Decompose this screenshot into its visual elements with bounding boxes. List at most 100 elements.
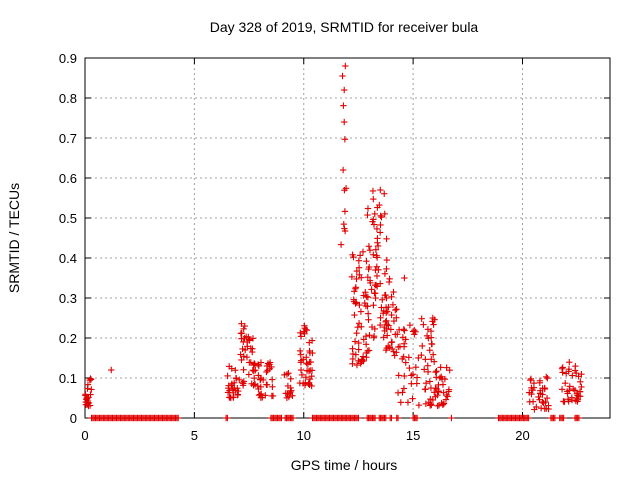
data-point	[365, 265, 372, 273]
data-point	[427, 327, 435, 335]
data-point	[362, 289, 369, 296]
data-point	[284, 390, 291, 397]
data-point	[413, 414, 421, 422]
data-point	[362, 341, 370, 348]
data-point	[355, 414, 362, 422]
data-point	[386, 275, 393, 283]
data-point	[535, 393, 542, 401]
data-point	[400, 385, 408, 392]
data-point	[422, 386, 429, 393]
data-point	[370, 302, 377, 309]
data-point	[543, 373, 550, 381]
data-point	[389, 301, 397, 308]
x-tick-label: 15	[406, 428, 420, 443]
data-point	[358, 274, 365, 281]
data-point	[285, 369, 292, 377]
data-point	[575, 414, 583, 422]
data-point	[388, 293, 395, 301]
data-point	[368, 286, 375, 293]
data-point	[296, 347, 304, 355]
data-point	[578, 370, 585, 378]
data-point	[352, 351, 360, 358]
data-point	[289, 392, 296, 399]
plot-frame	[84, 57, 611, 419]
y-tick-label: 0.2	[59, 331, 77, 346]
data-point	[372, 246, 380, 253]
data-point	[340, 102, 347, 109]
data-point	[397, 399, 405, 406]
data-point	[536, 396, 543, 403]
data-point	[365, 243, 373, 250]
data-point	[360, 292, 367, 299]
data-point	[383, 344, 390, 352]
data-point	[408, 380, 415, 387]
data-point	[383, 321, 391, 328]
data-point	[390, 348, 397, 355]
data-point	[351, 338, 359, 345]
data-point	[341, 118, 348, 126]
data-point	[288, 387, 295, 394]
data-point	[303, 359, 310, 367]
data-point	[237, 330, 245, 337]
data-point	[240, 338, 247, 346]
data-point	[445, 386, 453, 393]
data-point	[390, 288, 397, 296]
data-point	[529, 386, 536, 394]
data-point	[529, 398, 537, 405]
data-point	[239, 345, 246, 353]
data-point	[263, 368, 270, 376]
data-point	[415, 354, 422, 362]
data-point	[359, 353, 367, 360]
data-point	[444, 393, 451, 400]
data-point	[381, 270, 389, 277]
data-point	[340, 220, 347, 228]
y-tick-label: 0.5	[59, 211, 77, 226]
data-point	[388, 311, 395, 319]
data-point	[366, 277, 374, 284]
data-point	[228, 365, 235, 372]
data-point	[392, 306, 399, 314]
data-point	[369, 187, 377, 195]
data-point	[108, 366, 115, 374]
x-tick-label: 20	[515, 428, 529, 443]
data-point	[576, 388, 584, 395]
data-point	[268, 363, 275, 371]
data-point	[388, 338, 396, 346]
data-point	[337, 241, 345, 248]
data-point	[353, 267, 360, 275]
data-point	[308, 337, 316, 344]
data-point	[371, 281, 379, 289]
tick-layer: 0 0.1 0.2 0.3 0.4 0.5 0.6 0.7 0.8 0.9 0 5 10 15 20	[59, 51, 610, 443]
data-point	[560, 414, 567, 422]
data-point	[400, 326, 407, 333]
data-point	[245, 371, 253, 378]
data-point	[429, 351, 437, 358]
data-point	[357, 308, 365, 315]
data-point	[375, 266, 382, 273]
data-point	[269, 376, 276, 383]
data-point	[264, 367, 271, 374]
y-tick-label: 0.8	[59, 91, 77, 106]
data-point	[425, 335, 432, 342]
y-axis-label: SRMTID / TECUs	[6, 183, 22, 293]
data-point	[439, 401, 447, 408]
data-point	[409, 395, 416, 402]
data-point	[358, 358, 365, 366]
data-point	[384, 332, 391, 339]
data-point	[399, 334, 407, 341]
data-point	[433, 374, 440, 381]
data-point	[364, 273, 372, 281]
data-point	[543, 394, 551, 402]
data-point	[361, 299, 368, 307]
data-point	[387, 326, 395, 333]
data-point	[339, 166, 347, 174]
data-point	[430, 358, 438, 365]
data-point	[370, 221, 378, 228]
y-tick-label: 0.3	[59, 291, 77, 306]
data-point	[545, 405, 552, 413]
x-tick-label: 0	[81, 428, 88, 443]
data-point	[402, 359, 409, 366]
data-point	[544, 374, 551, 382]
data-point	[269, 383, 276, 390]
